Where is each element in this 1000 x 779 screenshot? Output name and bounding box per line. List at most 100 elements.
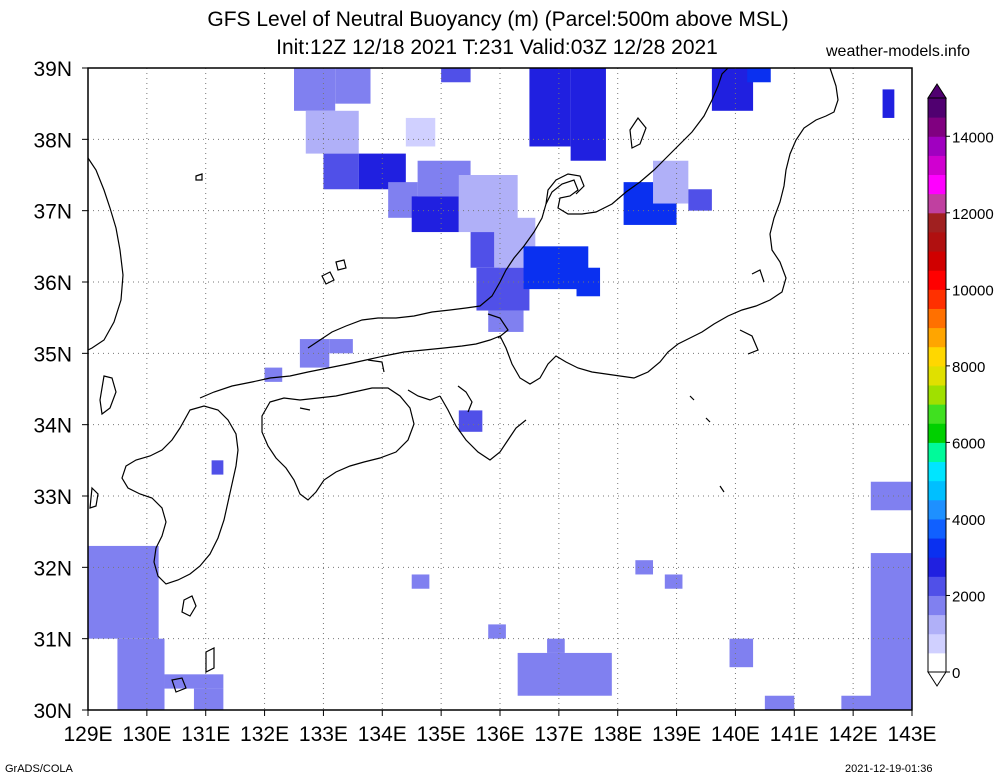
site-credit: weather-models.info <box>826 43 971 60</box>
lon-label: 131E <box>181 723 230 746</box>
field-cell-33 <box>193 688 224 710</box>
field-cell-3 <box>323 153 359 190</box>
lon-label: 130E <box>122 723 171 746</box>
colorbar-segment <box>928 308 946 329</box>
lat-label: 39N <box>33 58 72 81</box>
lon-label: 134E <box>358 723 407 746</box>
lon-label: 135E <box>417 723 466 746</box>
field-cell-40 <box>729 638 754 668</box>
lon-label: 136E <box>475 723 524 746</box>
colorbar-segment <box>928 633 946 654</box>
field-cell-34 <box>411 574 430 589</box>
colorbar-segment <box>928 155 946 176</box>
field-cell-15 <box>529 68 571 147</box>
graticule <box>88 68 912 710</box>
colorbar-label: 14000 <box>952 129 994 146</box>
lat-label: 31N <box>33 629 72 652</box>
colorbar-segment <box>928 576 946 596</box>
field-cell-44 <box>870 481 912 511</box>
field-cell-37 <box>547 638 565 653</box>
lon-label: 140E <box>711 723 760 746</box>
lon-label: 129E <box>63 723 112 746</box>
field-cell-32 <box>164 674 224 689</box>
field-cell-12 <box>488 310 524 332</box>
field-cell-41 <box>764 695 795 710</box>
colorbar-segment <box>928 270 946 290</box>
lon-label: 137E <box>534 723 583 746</box>
lon-label: 133E <box>299 723 348 746</box>
lon-label: 132E <box>240 723 289 746</box>
latitude-axis: 30N 31N 32N 33N 34N 35N 36N 37N 38N 39N <box>33 58 88 723</box>
lat-label: 37N <box>33 201 72 224</box>
colorbar-label: 10000 <box>952 282 994 299</box>
field-cell-2 <box>305 110 359 154</box>
field-cell-31 <box>117 638 165 710</box>
colorbar-label: 0 <box>952 665 960 682</box>
colorbar-segment <box>928 98 946 118</box>
colorbar-segment <box>928 480 946 501</box>
colorbar-label: 2000 <box>952 588 985 605</box>
colorbar-segment <box>928 442 946 463</box>
field-cell-21 <box>688 189 712 211</box>
field-cell-18 <box>441 68 471 83</box>
chart-subtitle: Init:12Z 12/18 2021 T:231 Valid:03Z 12/2… <box>276 36 718 59</box>
field-cell-38 <box>635 560 654 575</box>
colorbar-segment <box>928 423 946 443</box>
lon-label: 142E <box>829 723 878 746</box>
chart-title: GFS Level of Neutral Buoyancy (m) (Parce… <box>207 8 789 31</box>
colorbar-segment <box>928 518 946 539</box>
field-cell-24 <box>882 89 895 118</box>
field-cell-28 <box>458 410 483 432</box>
colorbar-segment <box>928 499 946 520</box>
colorbar-segment <box>928 231 946 252</box>
lon-label: 139E <box>652 723 701 746</box>
coastline <box>88 68 839 693</box>
field-cell-27 <box>264 367 283 382</box>
colorbar-segment <box>928 595 946 616</box>
footer-timestamp: 2021-12-19-01:36 <box>845 763 933 775</box>
buoyancy-field <box>88 68 912 710</box>
lat-label: 33N <box>33 486 72 509</box>
lat-label: 32N <box>33 557 72 580</box>
colorbar-segment <box>928 365 946 386</box>
colorbar-segment <box>928 251 946 271</box>
colorbar-segment <box>928 461 946 482</box>
colorbar-segment <box>928 557 946 577</box>
colorbar-segment <box>928 385 946 405</box>
colorbar-segment <box>928 174 946 195</box>
colorbar-segment <box>928 346 946 367</box>
colorbar-label: 4000 <box>952 512 985 529</box>
longitude-axis: 129E 130E 131E 132E 133E 134E 135E 136E 137E 138E… <box>63 710 937 746</box>
field-cell-23 <box>747 68 771 83</box>
field-cell-35 <box>488 624 506 639</box>
colorbar-segment <box>928 289 946 309</box>
colorbar-segment <box>928 652 946 673</box>
colorbar-label: 8000 <box>952 359 985 376</box>
colorbar-segment <box>928 614 946 635</box>
lon-label: 143E <box>887 723 936 746</box>
field-cell-1 <box>335 68 371 104</box>
lon-label: 138E <box>593 723 642 746</box>
colorbar-min-arrow <box>927 671 947 687</box>
field-cell-7 <box>411 196 459 233</box>
lat-label: 35N <box>33 343 72 366</box>
field-cell-36 <box>517 652 612 696</box>
colorbar-segment <box>928 538 946 558</box>
field-cell-30 <box>88 545 159 639</box>
field-cell-17 <box>405 117 436 147</box>
field-cell-29 <box>211 460 224 475</box>
colorbar-segment <box>928 193 946 214</box>
field-cell-16 <box>570 68 606 161</box>
colorbar-max-arrow <box>927 83 947 99</box>
lon-label: 141E <box>770 723 819 746</box>
field-cell-11 <box>476 267 530 311</box>
colorbar-segment <box>928 136 946 156</box>
colorbar-segment <box>928 117 946 137</box>
field-cell-26 <box>329 339 353 354</box>
colorbar-segment <box>928 212 946 233</box>
colorbar-segment <box>928 404 946 424</box>
field-cell-20 <box>653 160 689 204</box>
field-cell-43 <box>870 553 912 710</box>
lat-label: 34N <box>33 415 72 438</box>
